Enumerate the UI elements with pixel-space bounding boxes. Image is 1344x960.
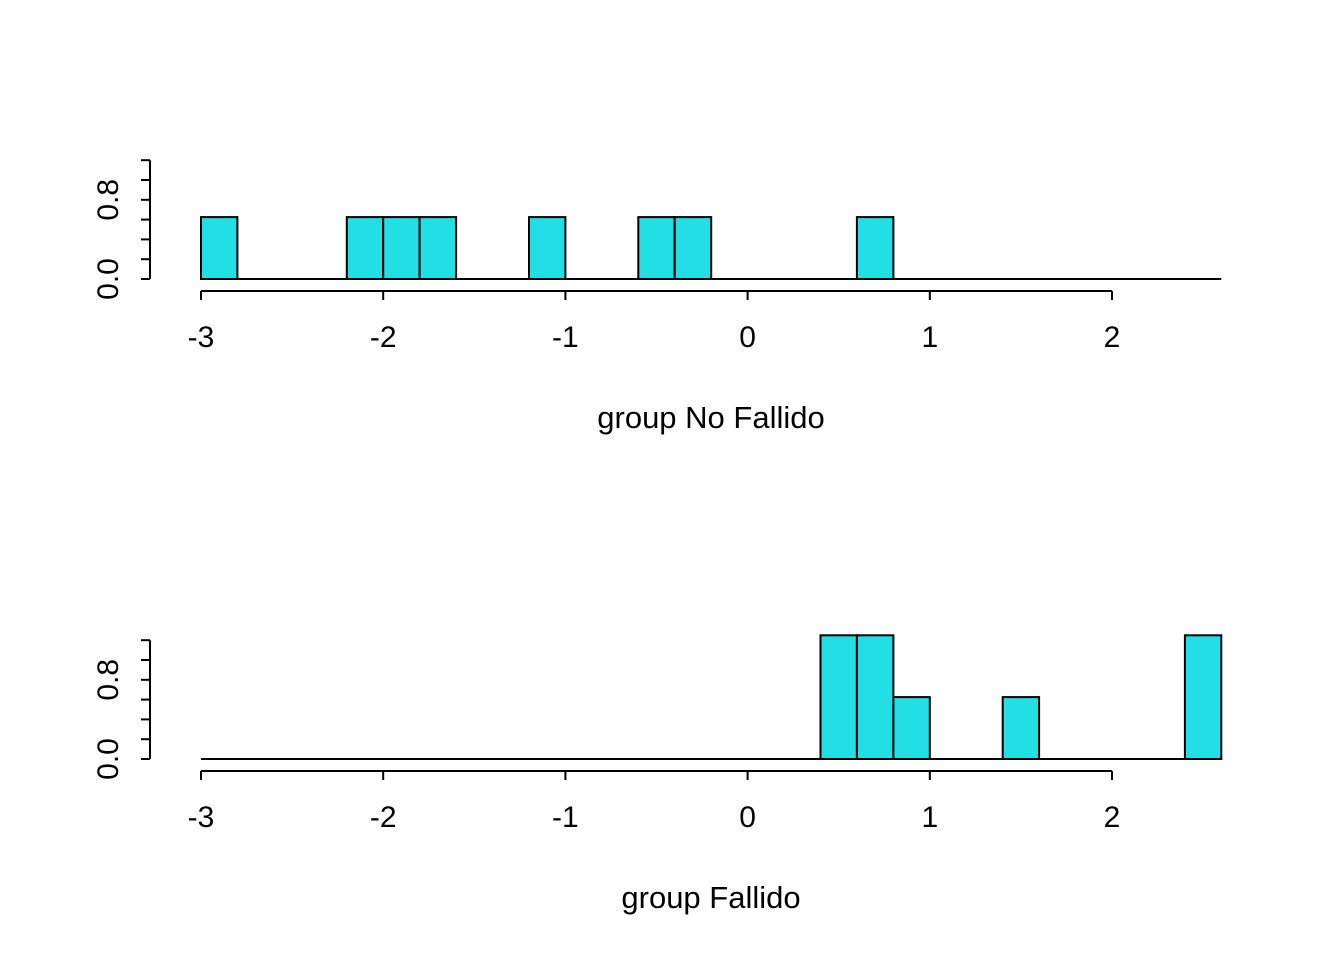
x-axis-title-fallido: group Fallido xyxy=(621,880,801,915)
histogram-bar xyxy=(528,216,567,281)
histogram-bar xyxy=(1183,634,1223,760)
x-axis-tick-label: -1 xyxy=(552,321,579,354)
histogram-panel-no-fallido: 0.0 0.8 -3 -2 -1 0 1 2 group No Fallido xyxy=(92,159,1222,435)
x-axis-title-no-fallido: group No Fallido xyxy=(597,400,825,435)
x-axis-tick-label: 0 xyxy=(739,321,756,354)
x-axis-tick-label: -3 xyxy=(188,321,215,354)
x-axis-tick-label: 1 xyxy=(921,321,938,354)
histogram-bar xyxy=(855,634,895,760)
histogram-bar xyxy=(382,216,421,281)
x-axis-tick-label: -1 xyxy=(552,801,579,834)
histogram-svg-fallido: 0.0 0.8 -3 -2 -1 0 1 2 xyxy=(92,634,1223,834)
histogram-bar xyxy=(1001,696,1041,761)
y-axis-tick-label: 0.8 xyxy=(92,179,125,221)
histogram-panel-fallido: 0.0 0.8 -3 -2 -1 0 1 2 group Fallido xyxy=(0,480,1344,960)
histogram-bar xyxy=(418,216,458,281)
x-axis-tick-label: 2 xyxy=(1104,321,1121,354)
histogram-bar xyxy=(345,216,385,281)
y-axis-tick-label: 0.0 xyxy=(92,258,125,300)
y-axis-tick-label: 0.0 xyxy=(92,738,125,780)
histogram-bar xyxy=(819,634,858,760)
x-axis-tick-label: -2 xyxy=(370,801,397,834)
histogram-bar xyxy=(855,216,895,281)
x-axis-tick-label: 2 xyxy=(1104,801,1121,834)
x-axis-tick-label: -3 xyxy=(188,801,215,834)
histogram-bar xyxy=(200,216,239,281)
histogram-bar xyxy=(673,216,713,281)
histogram-bar xyxy=(892,696,931,761)
x-axis-tick-label: -2 xyxy=(370,321,397,354)
histogram-svg-no-fallido: 0.0 0.8 -3 -2 -1 0 1 2 xyxy=(92,159,1222,354)
y-axis-tick-label: 0.8 xyxy=(92,659,125,701)
histogram-bar xyxy=(637,216,676,281)
x-axis-tick-label: 0 xyxy=(739,801,756,834)
x-axis-tick-label: 1 xyxy=(921,801,938,834)
